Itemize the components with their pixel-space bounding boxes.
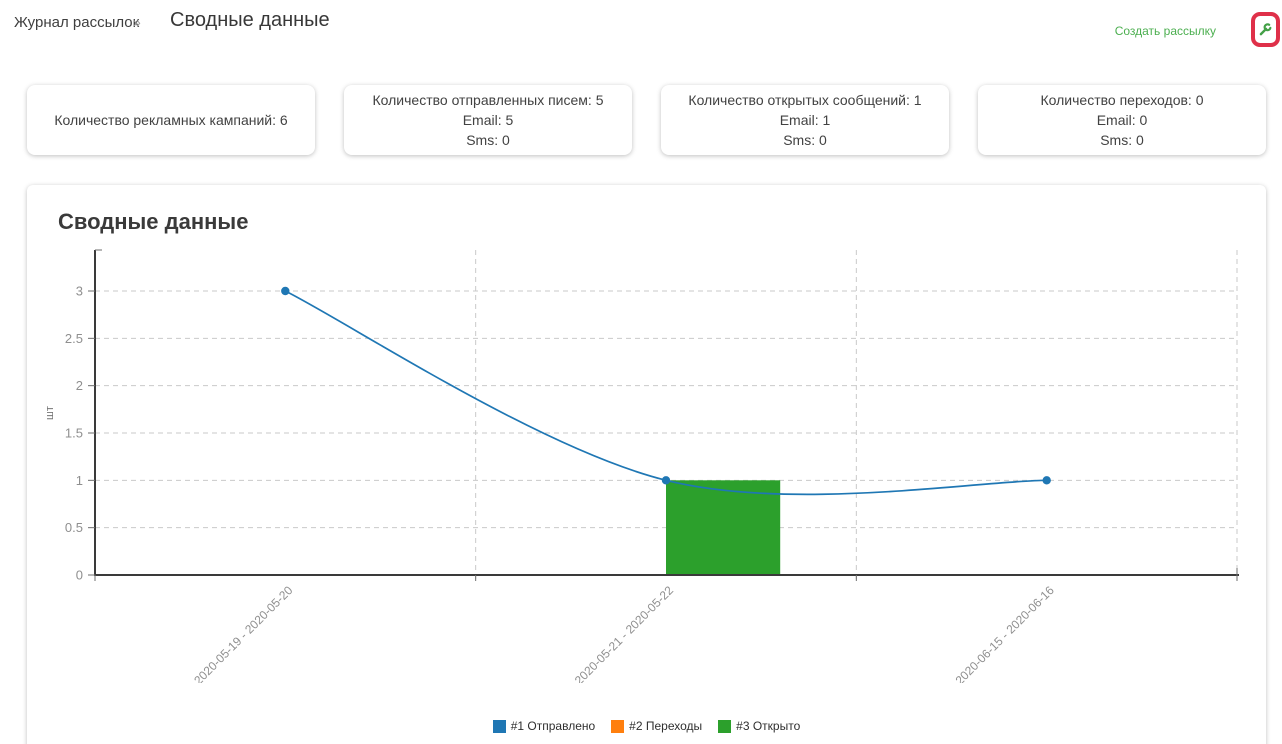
- stat-line: Sms: 0: [783, 132, 827, 148]
- svg-text:0: 0: [76, 568, 83, 583]
- legend-item[interactable]: #1 Отправлено: [492, 719, 596, 733]
- stat-title: Количество переходов: 0: [1040, 92, 1204, 108]
- svg-text:2: 2: [76, 378, 83, 393]
- chart-title: Сводные данные: [58, 209, 249, 234]
- legend-swatch: [492, 719, 506, 733]
- stat-title: Количество открытых сообщений: 1: [688, 92, 922, 108]
- svg-text:шт: шт: [44, 406, 56, 420]
- settings-button[interactable]: [1251, 12, 1280, 47]
- stat-card-clicks: Количество переходов: 0 Email: 0 Sms: 0: [978, 85, 1266, 155]
- create-mailing-link[interactable]: Создать рассылку: [1114, 24, 1216, 38]
- stat-title: Количество рекламных кампаний: 6: [54, 112, 288, 128]
- svg-text:2020-05-19 - 2020-05-20: 2020-05-19 - 2020-05-20: [191, 583, 295, 683]
- wrench-icon: [1258, 22, 1273, 37]
- summary-panel: Сводные данные 0 0.5 1 1.5 2 2.5 3 2020-05-19 -…: [27, 185, 1266, 744]
- svg-text:3: 3: [76, 284, 83, 299]
- svg-text:2.5: 2.5: [65, 331, 83, 346]
- page-title: Сводные данные: [170, 9, 330, 31]
- stat-line: Email: 1: [779, 112, 831, 128]
- legend-item[interactable]: #2 Переходы: [611, 719, 702, 733]
- svg-text:0.5: 0.5: [65, 520, 83, 535]
- breadcrumb-separator: »: [133, 14, 141, 30]
- stat-card-opened: Количество открытых сообщений: 1 Email: …: [661, 85, 949, 155]
- chart-canvas: 0 0.5 1 1.5 2 2.5 3 2020-05-19 - 2020-05-20 2020…: [44, 249, 1239, 683]
- stats-row: Количество рекламных кампаний: 6 Количес…: [27, 85, 1282, 155]
- stat-card-campaigns: Количество рекламных кампаний: 6: [27, 85, 315, 155]
- legend-item[interactable]: #3 Открыто: [718, 719, 800, 733]
- stat-card-sent: Количество отправленных писем: 5 Email: …: [344, 85, 632, 155]
- header: Журнал рассылок » Сводные данные Создать…: [0, 0, 1282, 50]
- stat-line: Email: 0: [1096, 112, 1148, 128]
- svg-text:2020-05-21 - 2020-05-22: 2020-05-21 - 2020-05-22: [572, 583, 676, 683]
- stat-line: Sms: 0: [466, 132, 510, 148]
- legend-label: #2 Переходы: [629, 719, 703, 733]
- stat-line: Sms: 0: [1100, 132, 1144, 148]
- legend-label: #3 Открыто: [736, 719, 801, 733]
- svg-text:1: 1: [76, 473, 83, 488]
- chart-legend: #1 Отправлено #2 Переходы #3 Открыто: [27, 719, 1266, 733]
- stat-title: Количество отправленных писем: 5: [372, 92, 604, 108]
- breadcrumb-link[interactable]: Журнал рассылок: [14, 14, 140, 31]
- stat-line: Email: 5: [462, 112, 514, 128]
- legend-label: #1 Отправлено: [510, 719, 596, 733]
- svg-text:2020-06-15 - 2020-06-16: 2020-06-15 - 2020-06-16: [953, 583, 1057, 683]
- svg-text:1.5: 1.5: [65, 426, 83, 441]
- legend-swatch: [611, 719, 625, 733]
- summary-chart: 0 0.5 1 1.5 2 2.5 3 2020-05-19 - 2020-05-20 2020…: [27, 243, 1266, 683]
- legend-swatch: [718, 719, 732, 733]
